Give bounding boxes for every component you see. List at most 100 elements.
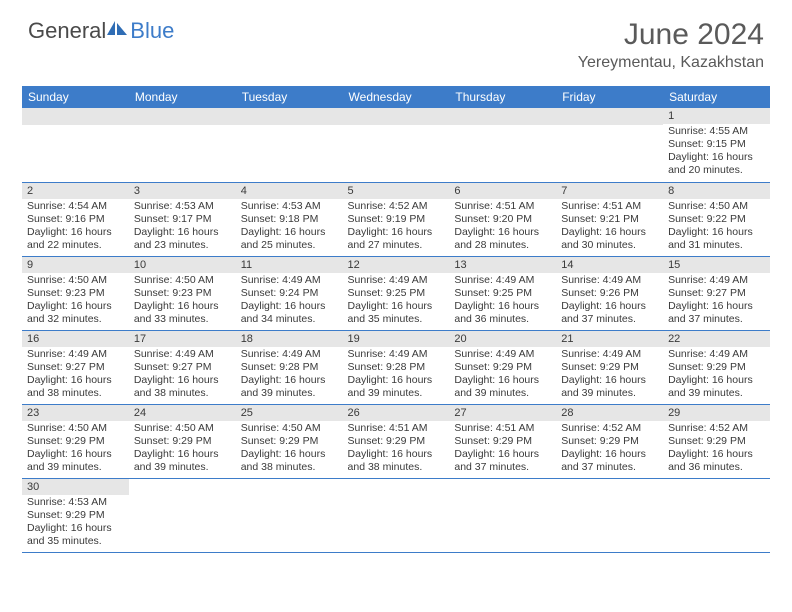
sunrise-line: Sunrise: 4:52 AM [561, 422, 658, 435]
sunrise-line: Sunrise: 4:55 AM [668, 125, 765, 138]
sunrise-line: Sunrise: 4:51 AM [454, 422, 551, 435]
day-body: Sunrise: 4:49 AMSunset: 9:27 PMDaylight:… [663, 273, 770, 330]
empty-day-header [449, 108, 556, 125]
calendar-day-cell: 1Sunrise: 4:55 AMSunset: 9:15 PMDaylight… [663, 108, 770, 182]
daylight-line: Daylight: 16 hours and 38 minutes. [134, 374, 231, 400]
sunset-line: Sunset: 9:23 PM [134, 287, 231, 300]
sunset-line: Sunset: 9:27 PM [134, 361, 231, 374]
day-body: Sunrise: 4:50 AMSunset: 9:22 PMDaylight:… [663, 199, 770, 256]
sunrise-line: Sunrise: 4:49 AM [668, 348, 765, 361]
calendar-day-cell: 20Sunrise: 4:49 AMSunset: 9:29 PMDayligh… [449, 330, 556, 404]
empty-day-header [236, 108, 343, 125]
calendar-day-cell: 11Sunrise: 4:49 AMSunset: 9:24 PMDayligh… [236, 256, 343, 330]
sunrise-line: Sunrise: 4:49 AM [348, 348, 445, 361]
sunrise-line: Sunrise: 4:52 AM [348, 200, 445, 213]
sunrise-line: Sunrise: 4:49 AM [241, 274, 338, 287]
daylight-line: Daylight: 16 hours and 23 minutes. [134, 226, 231, 252]
day-body: Sunrise: 4:49 AMSunset: 9:29 PMDaylight:… [556, 347, 663, 404]
sunset-line: Sunset: 9:25 PM [454, 287, 551, 300]
logo-text-blue: Blue [130, 18, 174, 44]
sunrise-line: Sunrise: 4:51 AM [348, 422, 445, 435]
calendar-week-row: 16Sunrise: 4:49 AMSunset: 9:27 PMDayligh… [22, 330, 770, 404]
day-body: Sunrise: 4:55 AMSunset: 9:15 PMDaylight:… [663, 124, 770, 181]
calendar-day-cell: 2Sunrise: 4:54 AMSunset: 9:16 PMDaylight… [22, 182, 129, 256]
calendar-week-row: 23Sunrise: 4:50 AMSunset: 9:29 PMDayligh… [22, 404, 770, 478]
daylight-line: Daylight: 16 hours and 22 minutes. [27, 226, 124, 252]
daylight-line: Daylight: 16 hours and 39 minutes. [348, 374, 445, 400]
day-body: Sunrise: 4:53 AMSunset: 9:18 PMDaylight:… [236, 199, 343, 256]
day-number: 14 [556, 257, 663, 273]
empty-day-header [556, 108, 663, 125]
daylight-line: Daylight: 16 hours and 20 minutes. [668, 151, 765, 177]
calendar-week-row: 1Sunrise: 4:55 AMSunset: 9:15 PMDaylight… [22, 108, 770, 182]
calendar-day-cell: 25Sunrise: 4:50 AMSunset: 9:29 PMDayligh… [236, 404, 343, 478]
day-body: Sunrise: 4:51 AMSunset: 9:29 PMDaylight:… [343, 421, 450, 478]
sunset-line: Sunset: 9:29 PM [668, 361, 765, 374]
calendar-day-cell: 3Sunrise: 4:53 AMSunset: 9:17 PMDaylight… [129, 182, 236, 256]
day-body: Sunrise: 4:50 AMSunset: 9:23 PMDaylight:… [22, 273, 129, 330]
day-number: 5 [343, 183, 450, 199]
calendar-day-cell [556, 108, 663, 182]
daylight-line: Daylight: 16 hours and 27 minutes. [348, 226, 445, 252]
calendar-day-cell [129, 478, 236, 552]
daylight-line: Daylight: 16 hours and 39 minutes. [668, 374, 765, 400]
daylight-line: Daylight: 16 hours and 31 minutes. [668, 226, 765, 252]
sunrise-line: Sunrise: 4:49 AM [27, 348, 124, 361]
sunset-line: Sunset: 9:29 PM [348, 435, 445, 448]
day-number: 18 [236, 331, 343, 347]
day-body: Sunrise: 4:49 AMSunset: 9:28 PMDaylight:… [343, 347, 450, 404]
daylight-line: Daylight: 16 hours and 38 minutes. [241, 448, 338, 474]
daylight-line: Daylight: 16 hours and 38 minutes. [27, 374, 124, 400]
sunrise-line: Sunrise: 4:49 AM [561, 348, 658, 361]
calendar-day-cell: 26Sunrise: 4:51 AMSunset: 9:29 PMDayligh… [343, 404, 450, 478]
sunset-line: Sunset: 9:21 PM [561, 213, 658, 226]
daylight-line: Daylight: 16 hours and 33 minutes. [134, 300, 231, 326]
daylight-line: Daylight: 16 hours and 36 minutes. [454, 300, 551, 326]
calendar-day-cell: 9Sunrise: 4:50 AMSunset: 9:23 PMDaylight… [22, 256, 129, 330]
sunrise-line: Sunrise: 4:49 AM [561, 274, 658, 287]
calendar-day-cell [129, 108, 236, 182]
sunrise-line: Sunrise: 4:51 AM [561, 200, 658, 213]
day-number: 4 [236, 183, 343, 199]
calendar-day-cell: 18Sunrise: 4:49 AMSunset: 9:28 PMDayligh… [236, 330, 343, 404]
weekday-header: Sunday [22, 86, 129, 108]
day-body: Sunrise: 4:49 AMSunset: 9:26 PMDaylight:… [556, 273, 663, 330]
calendar-day-cell: 4Sunrise: 4:53 AMSunset: 9:18 PMDaylight… [236, 182, 343, 256]
sunrise-line: Sunrise: 4:50 AM [27, 422, 124, 435]
calendar-day-cell: 29Sunrise: 4:52 AMSunset: 9:29 PMDayligh… [663, 404, 770, 478]
calendar-week-row: 30Sunrise: 4:53 AMSunset: 9:29 PMDayligh… [22, 478, 770, 552]
calendar-day-cell [343, 108, 450, 182]
sunset-line: Sunset: 9:15 PM [668, 138, 765, 151]
day-body: Sunrise: 4:50 AMSunset: 9:23 PMDaylight:… [129, 273, 236, 330]
day-number: 27 [449, 405, 556, 421]
calendar-day-cell: 28Sunrise: 4:52 AMSunset: 9:29 PMDayligh… [556, 404, 663, 478]
daylight-line: Daylight: 16 hours and 28 minutes. [454, 226, 551, 252]
day-body: Sunrise: 4:50 AMSunset: 9:29 PMDaylight:… [129, 421, 236, 478]
calendar-day-cell: 7Sunrise: 4:51 AMSunset: 9:21 PMDaylight… [556, 182, 663, 256]
day-number: 21 [556, 331, 663, 347]
daylight-line: Daylight: 16 hours and 39 minutes. [561, 374, 658, 400]
day-body: Sunrise: 4:51 AMSunset: 9:20 PMDaylight:… [449, 199, 556, 256]
calendar-day-cell: 22Sunrise: 4:49 AMSunset: 9:29 PMDayligh… [663, 330, 770, 404]
calendar-day-cell: 17Sunrise: 4:49 AMSunset: 9:27 PMDayligh… [129, 330, 236, 404]
day-number: 9 [22, 257, 129, 273]
calendar-day-cell [663, 478, 770, 552]
daylight-line: Daylight: 16 hours and 37 minutes. [561, 448, 658, 474]
day-body: Sunrise: 4:50 AMSunset: 9:29 PMDaylight:… [22, 421, 129, 478]
sunset-line: Sunset: 9:29 PM [454, 435, 551, 448]
day-number: 16 [22, 331, 129, 347]
calendar-day-cell: 24Sunrise: 4:50 AMSunset: 9:29 PMDayligh… [129, 404, 236, 478]
sunrise-line: Sunrise: 4:52 AM [668, 422, 765, 435]
daylight-line: Daylight: 16 hours and 37 minutes. [668, 300, 765, 326]
day-number: 8 [663, 183, 770, 199]
daylight-line: Daylight: 16 hours and 35 minutes. [27, 522, 124, 548]
sunset-line: Sunset: 9:23 PM [27, 287, 124, 300]
sunset-line: Sunset: 9:29 PM [27, 509, 124, 522]
day-body: Sunrise: 4:49 AMSunset: 9:27 PMDaylight:… [129, 347, 236, 404]
day-number: 7 [556, 183, 663, 199]
sunrise-line: Sunrise: 4:50 AM [668, 200, 765, 213]
sunset-line: Sunset: 9:25 PM [348, 287, 445, 300]
empty-day-header [22, 108, 129, 125]
logo: General Blue [28, 18, 174, 44]
sunset-line: Sunset: 9:27 PM [27, 361, 124, 374]
